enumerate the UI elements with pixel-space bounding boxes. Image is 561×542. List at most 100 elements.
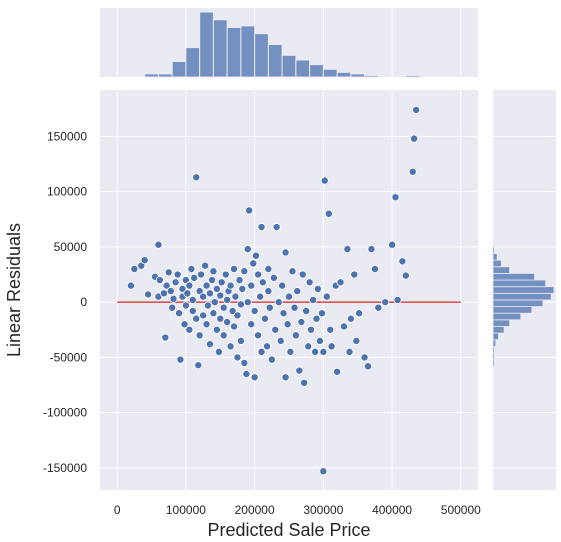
scatter-point <box>190 273 199 282</box>
scatter-point <box>393 295 402 304</box>
y-tick-labels: -150000 -100000 -50000 0 50000 100000 150000 <box>43 129 87 474</box>
scatter-point <box>284 292 293 301</box>
scatter-point <box>226 342 235 351</box>
scatter-point <box>168 303 177 312</box>
scatter-point <box>247 320 256 329</box>
scatter-point <box>297 318 306 327</box>
scatter-point <box>339 322 348 331</box>
right-histogram-bar <box>492 339 497 347</box>
scatter-point <box>247 281 256 290</box>
scatter-point <box>185 281 194 290</box>
scatter-point <box>192 173 201 182</box>
scatter-point <box>298 270 307 279</box>
right-histogram-bar <box>492 259 502 268</box>
scatter-point <box>210 298 219 307</box>
scatter-point <box>326 325 335 334</box>
right-histogram-bar <box>492 246 495 254</box>
scatter-point <box>221 270 230 279</box>
scatter-point <box>324 209 333 218</box>
y-tick-label: -50000 <box>50 350 88 364</box>
scatter-point <box>293 287 302 296</box>
scatter-point <box>242 369 251 378</box>
scatter-point <box>205 340 214 349</box>
scatter-point <box>231 292 240 301</box>
top-histogram-bar <box>364 74 379 78</box>
scatter-point <box>203 301 212 310</box>
top-histogram-bar <box>185 47 201 78</box>
right-histogram-bar <box>492 292 552 301</box>
scatter-point <box>197 270 206 279</box>
right-histogram-bar <box>492 332 499 341</box>
right-histogram-bar <box>492 326 505 334</box>
x-axis-title: Predicted Sale Price <box>207 520 370 540</box>
right-histogram-bar <box>492 306 533 314</box>
main-plot-background <box>100 90 478 490</box>
scatter-point <box>245 206 254 215</box>
y-tick-label: 50000 <box>54 240 88 254</box>
scatter-point <box>181 301 190 310</box>
scatter-point <box>302 306 311 315</box>
top-histogram-bar <box>322 68 338 78</box>
scatter-point <box>194 361 203 370</box>
scatter-point <box>226 281 235 290</box>
scatter-point <box>254 331 263 340</box>
scatter-point <box>202 281 211 290</box>
scatter-point <box>352 336 361 345</box>
x-tick-label: 400000 <box>372 503 412 517</box>
scatter-point <box>230 265 239 274</box>
top-histogram-bar <box>212 19 228 78</box>
scatter-point <box>240 358 249 367</box>
scatter-point <box>257 223 266 232</box>
scatter-point <box>201 261 210 270</box>
scatter-point <box>208 276 217 285</box>
scatter-point <box>235 276 244 285</box>
scatter-point <box>216 314 225 323</box>
scatter-point <box>312 314 321 323</box>
y-tick-label: 150000 <box>47 129 87 143</box>
right-histogram-bar <box>492 359 495 367</box>
scatter-point <box>169 294 178 303</box>
scatter-point <box>319 467 328 476</box>
scatter-point <box>381 298 390 307</box>
scatter-point <box>130 265 139 274</box>
scatter-point <box>288 267 297 276</box>
x-tick-label: 0 <box>114 503 121 517</box>
scatter-point <box>144 290 153 299</box>
scatter-point <box>410 134 419 143</box>
top-histogram-bar <box>295 59 311 78</box>
scatter-point <box>256 292 265 301</box>
scatter-point <box>216 291 225 300</box>
top-histogram-bar <box>267 44 283 78</box>
scatter-point <box>240 267 249 276</box>
scatter-point <box>286 347 295 356</box>
scatter-point <box>263 342 272 351</box>
scatter-point <box>290 303 299 312</box>
scatter-point <box>279 309 288 318</box>
scatter-point <box>412 105 421 114</box>
scatter-point <box>249 259 258 268</box>
y-tick-label: 100000 <box>47 185 87 199</box>
scatter-point <box>367 245 376 254</box>
scatter-point <box>271 325 280 334</box>
scatter-points <box>126 105 421 476</box>
scatter-point <box>175 309 184 318</box>
right-histogram-bar <box>492 273 535 281</box>
top-histogram-bar <box>309 64 324 78</box>
scatter-point <box>313 284 322 293</box>
scatter-point <box>233 311 242 320</box>
scatter-point <box>267 355 276 364</box>
y-axis-title: Linear Residuals <box>4 223 24 357</box>
scatter-point <box>171 278 180 287</box>
x-tick-label: 300000 <box>303 503 343 517</box>
scatter-point <box>217 278 226 287</box>
scatter-point <box>212 284 221 293</box>
scatter-point <box>388 240 397 249</box>
scatter-point <box>159 289 168 298</box>
scatter-point <box>254 270 263 279</box>
scatter-point <box>161 333 170 342</box>
x-tick-label: 200000 <box>235 503 275 517</box>
scatter-point <box>219 331 228 340</box>
scatter-point <box>283 320 292 329</box>
scatter-point <box>202 320 211 329</box>
scatter-point <box>360 353 369 362</box>
